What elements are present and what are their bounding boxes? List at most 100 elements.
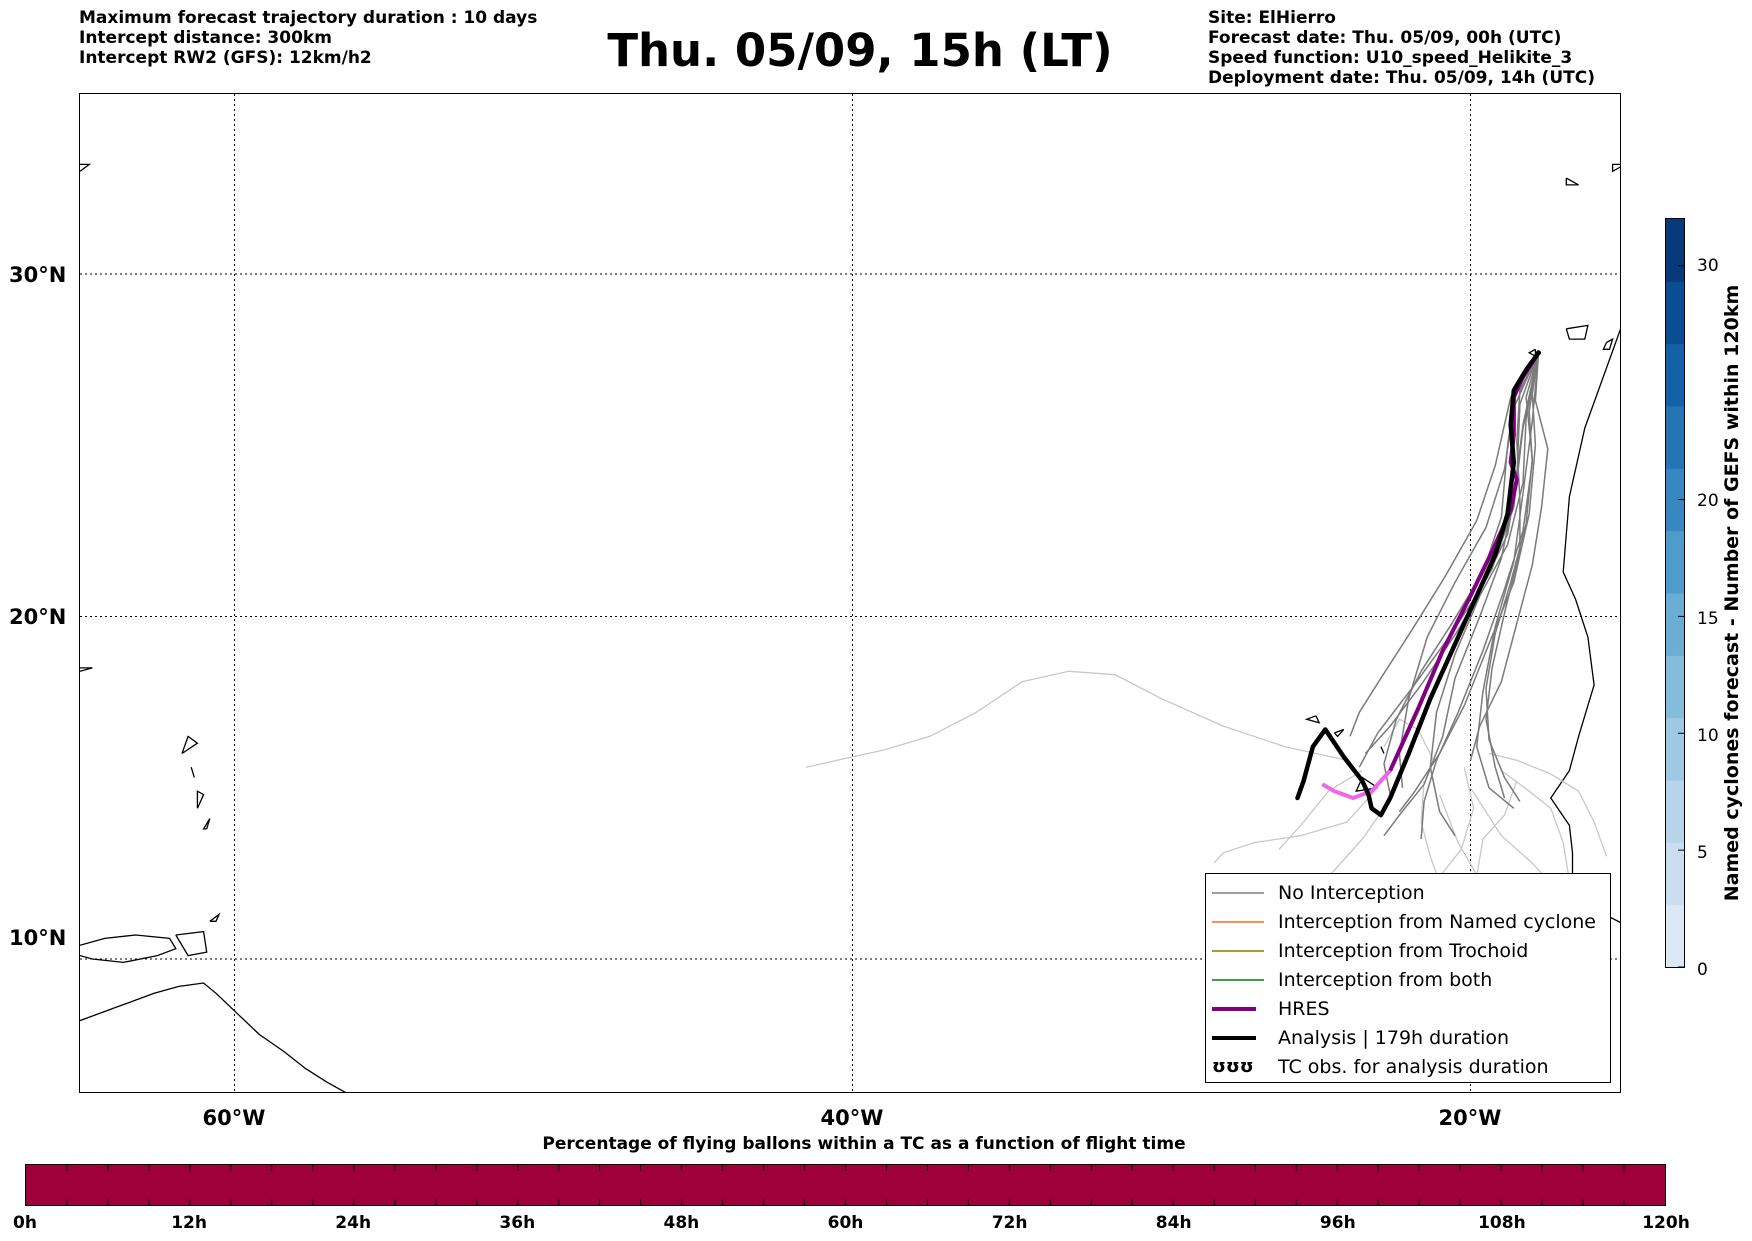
time-label: 24h bbox=[335, 1213, 372, 1233]
faint-trajectory bbox=[1383, 718, 1434, 761]
lon-label-60w: 60°W bbox=[202, 1106, 266, 1130]
colorbar-segment bbox=[1666, 780, 1684, 843]
time-label: 120h bbox=[1642, 1213, 1690, 1233]
ensemble-trajectory bbox=[1349, 352, 1540, 737]
page-title: Thu. 05/09, 15h (LT) bbox=[607, 24, 1113, 77]
colorbar-ticks bbox=[66, 1165, 1625, 1205]
legend-entry-tc-obs: ʊʊʊ TC obs. for analysis duration bbox=[1206, 1052, 1610, 1081]
launch-site-marker bbox=[1535, 350, 1541, 356]
time-label: 0h bbox=[13, 1213, 37, 1233]
coastline bbox=[202, 818, 211, 830]
info-intercept-distance: Intercept distance: 300km bbox=[79, 28, 332, 48]
legend-entry-hres: HRES bbox=[1206, 994, 1610, 1023]
coastline bbox=[1611, 163, 1620, 173]
info-intercept-rw2: Intercept RW2 (GFS): 12km/h2 bbox=[79, 48, 372, 68]
legend-label: Analysis | 179h duration bbox=[1278, 1026, 1510, 1049]
coastline bbox=[1304, 715, 1321, 724]
colorbar-axis-label: Named cyclones forecast - Number of GEFS… bbox=[1721, 284, 1743, 902]
cb-tick-label: 0 bbox=[1697, 960, 1708, 980]
colorbar-gradient bbox=[1666, 219, 1684, 967]
coastline bbox=[80, 982, 347, 1092]
coastline bbox=[1334, 728, 1345, 738]
flight-time-colorbar bbox=[25, 1164, 1666, 1206]
info-speed-function: Speed function: U10_speed_Helikite_3 bbox=[1208, 48, 1573, 68]
ensemble-trajectory bbox=[1485, 352, 1540, 802]
faint-trajectory bbox=[1488, 752, 1608, 857]
legend-entry-trochoid: Interception from Trochoid bbox=[1206, 936, 1610, 965]
legend-label: Interception from Trochoid bbox=[1278, 939, 1529, 962]
faint-trajectory bbox=[1501, 770, 1571, 881]
faint-trajectory bbox=[805, 670, 1348, 768]
ensemble-trajectory bbox=[1429, 352, 1540, 837]
coastline bbox=[181, 735, 199, 755]
lat-label-10n: 10°N bbox=[9, 926, 67, 950]
legend-swatch bbox=[1212, 946, 1264, 956]
legend-label: Interception from Named cyclone bbox=[1278, 910, 1596, 933]
coastline bbox=[80, 163, 92, 172]
flight-time-colorbar-title: Percentage of flying ballons within a TC… bbox=[542, 1134, 1186, 1154]
colorbar-segment bbox=[1666, 281, 1684, 345]
coastline bbox=[196, 790, 205, 809]
legend-entry-named-cyclone: Interception from Named cyclone bbox=[1206, 907, 1610, 936]
time-label: 12h bbox=[171, 1213, 207, 1233]
cb-tick-label: 10 bbox=[1697, 726, 1719, 746]
ensemble-trajectory bbox=[1475, 352, 1540, 809]
time-label: 60h bbox=[827, 1213, 864, 1233]
colorbar-segment bbox=[1666, 530, 1684, 594]
time-label: 96h bbox=[1319, 1213, 1356, 1233]
legend-swatch bbox=[1212, 917, 1264, 927]
legend-swatch bbox=[1212, 1033, 1264, 1043]
legend-entry-no-interception: No Interception bbox=[1206, 878, 1610, 907]
legend-entry-analysis: Analysis | 179h duration bbox=[1206, 1023, 1610, 1052]
cb-tick-label: 30 bbox=[1697, 256, 1719, 276]
colorbar-segment bbox=[1666, 842, 1684, 906]
legend-label: No Interception bbox=[1278, 881, 1425, 904]
coastline bbox=[80, 934, 177, 964]
colorbar-segment bbox=[1666, 468, 1684, 532]
cb-tick-label: 20 bbox=[1697, 491, 1719, 511]
legend-label: HRES bbox=[1278, 997, 1330, 1020]
colorbar-segment bbox=[1666, 219, 1684, 282]
time-label: 72h bbox=[991, 1213, 1028, 1233]
info-site: Site: ElHierro bbox=[1208, 8, 1336, 28]
colorbar-segment bbox=[1666, 593, 1684, 656]
map-legend: No Interception Interception from Named … bbox=[1205, 873, 1611, 1083]
legend-swatch bbox=[1212, 1004, 1264, 1014]
coastline bbox=[1602, 337, 1614, 350]
coastline bbox=[190, 767, 195, 778]
named-cyclones-colorbar bbox=[1665, 218, 1685, 968]
lon-label-40w: 40°W bbox=[820, 1106, 884, 1130]
lon-label-20w: 20°W bbox=[1438, 1106, 1502, 1130]
run-info-left: Maximum forecast trajectory duration : 1… bbox=[79, 8, 537, 68]
ensemble-trajectory bbox=[1383, 352, 1540, 837]
coastline bbox=[1565, 177, 1579, 186]
legend-label: TC obs. for analysis duration bbox=[1278, 1055, 1549, 1078]
legend-label: Interception from both bbox=[1278, 968, 1493, 991]
colorbar-segment bbox=[1666, 343, 1684, 407]
faint-trajectory bbox=[1213, 787, 1379, 864]
colorbar-segment bbox=[1666, 655, 1684, 719]
legend-entry-both: Interception from both bbox=[1206, 965, 1610, 994]
legend-swatch bbox=[1212, 888, 1264, 898]
analysis-trajectory bbox=[1295, 350, 1541, 818]
coastline bbox=[175, 930, 208, 957]
coastline bbox=[1380, 746, 1385, 754]
coastline bbox=[1527, 348, 1537, 358]
cb-tick-label: 5 bbox=[1697, 843, 1708, 863]
colorbar-segment bbox=[1666, 406, 1684, 469]
lat-label-30n: 30°N bbox=[9, 263, 67, 287]
coastline bbox=[1565, 324, 1589, 340]
time-label: 36h bbox=[499, 1213, 536, 1233]
legend-swatch bbox=[1212, 975, 1264, 985]
coastline bbox=[1550, 328, 1620, 923]
cb-tick-label: 15 bbox=[1697, 609, 1719, 629]
coastline bbox=[80, 667, 93, 672]
time-label: 84h bbox=[1155, 1213, 1192, 1233]
lat-label-20n: 20°N bbox=[9, 605, 67, 629]
time-label: 48h bbox=[663, 1213, 700, 1233]
colorbar-segment bbox=[1666, 904, 1684, 967]
info-max-duration: Maximum forecast trajectory duration : 1… bbox=[79, 8, 538, 28]
time-label: 108h bbox=[1478, 1213, 1526, 1233]
faint-trajectory bbox=[1278, 770, 1363, 850]
tc-symbol-icon: ʊʊʊ bbox=[1212, 1056, 1254, 1077]
